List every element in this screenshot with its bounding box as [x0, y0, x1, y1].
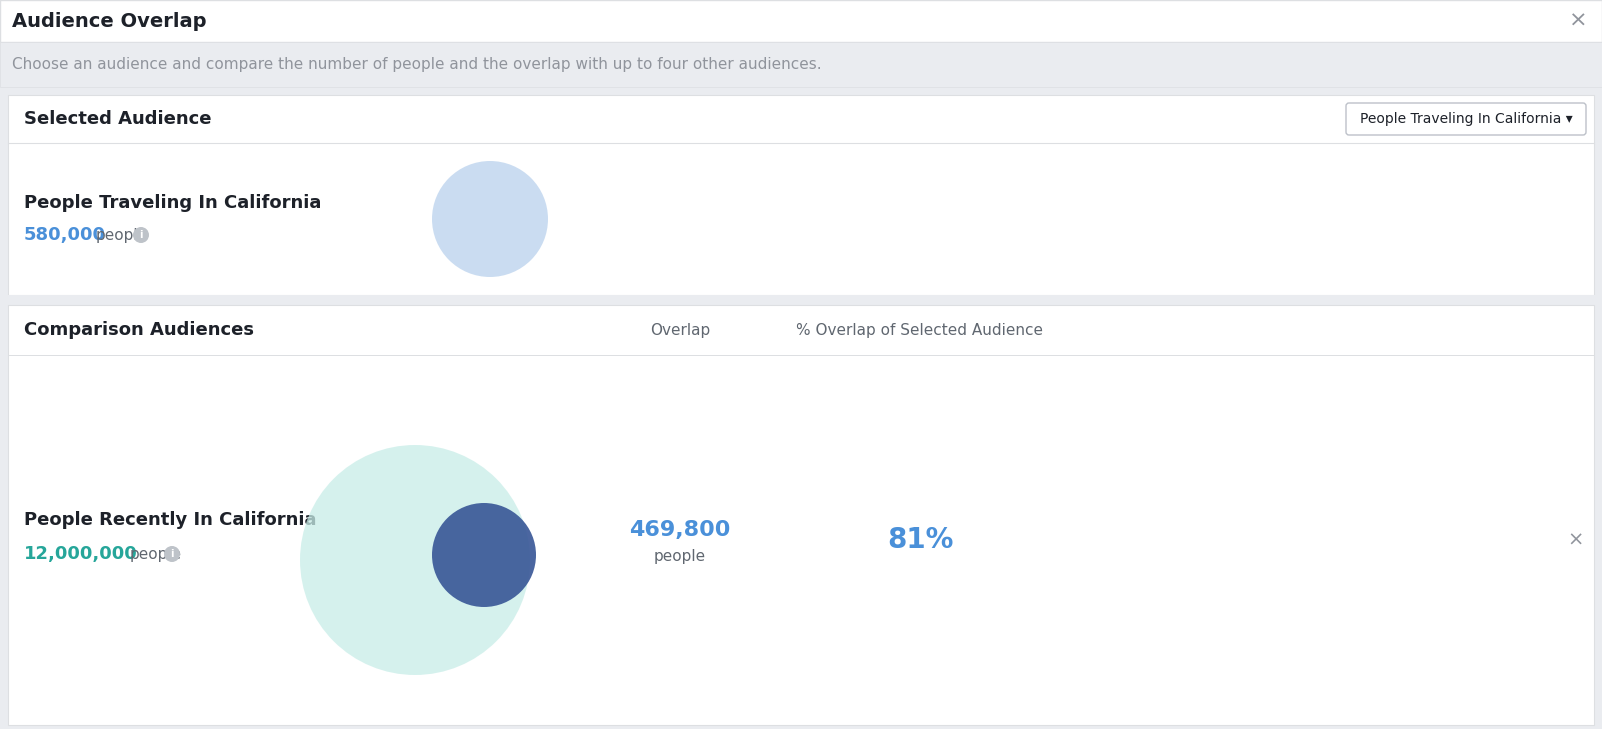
Text: ×: × [1570, 11, 1588, 31]
Text: people: people [96, 227, 147, 243]
Ellipse shape [163, 546, 179, 562]
FancyBboxPatch shape [1346, 103, 1586, 135]
Text: Overlap: Overlap [650, 322, 710, 338]
Text: People Traveling In California: People Traveling In California [24, 194, 322, 212]
Ellipse shape [433, 503, 537, 607]
Text: 469,800: 469,800 [630, 520, 731, 540]
Text: ×: × [1568, 531, 1584, 550]
Text: % Overlap of Selected Audience: % Overlap of Selected Audience [796, 322, 1043, 338]
Ellipse shape [133, 227, 149, 243]
Text: 12,000,000: 12,000,000 [24, 545, 138, 563]
Ellipse shape [433, 161, 548, 277]
Text: 81%: 81% [888, 526, 953, 554]
Ellipse shape [300, 445, 530, 675]
Text: Audience Overlap: Audience Overlap [11, 12, 207, 31]
Text: Comparison Audiences: Comparison Audiences [24, 321, 255, 339]
Text: People Traveling In California ▾: People Traveling In California ▾ [1360, 112, 1573, 126]
Text: people: people [654, 548, 706, 564]
Text: people: people [130, 547, 183, 561]
Text: 580,000: 580,000 [24, 226, 106, 244]
Text: Choose an audience and compare the number of people and the overlap with up to f: Choose an audience and compare the numbe… [11, 57, 822, 72]
Bar [0, 0, 1602, 42]
Bar [0, 42, 1602, 87]
Text: Selected Audience: Selected Audience [24, 110, 211, 128]
Bar [0, 295, 1602, 305]
Bar [8, 95, 1594, 295]
Text: People Recently In California: People Recently In California [24, 511, 317, 529]
Text: i: i [139, 230, 143, 240]
Bar [8, 143, 1594, 144]
Text: i: i [170, 549, 173, 559]
Bar [8, 305, 1594, 725]
Bar [8, 355, 1594, 356]
